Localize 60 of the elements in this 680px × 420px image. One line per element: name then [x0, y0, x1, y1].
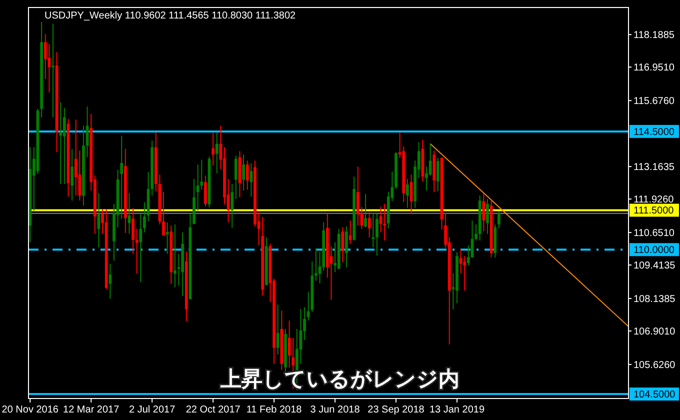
candlestick	[215, 132, 218, 174]
candlestick	[368, 212, 371, 238]
y-tick-label: 109.4135	[634, 260, 676, 272]
candlestick	[162, 192, 165, 236]
candlestick	[459, 249, 462, 274]
candlestick	[59, 102, 62, 184]
x-tick-label: 3 Jun 2018	[310, 404, 360, 416]
candlestick	[474, 224, 478, 241]
candlestick	[482, 193, 486, 232]
y-tick-label: 110.6510	[634, 228, 675, 240]
candlestick	[242, 154, 245, 192]
candlestick	[143, 202, 146, 233]
y-tick-label: 108.1385	[634, 294, 676, 305]
y-tick-label: 113.1635	[634, 162, 675, 174]
y-tick-label: 116.9510	[634, 62, 675, 74]
candlestick	[74, 119, 78, 196]
ref-line-label: 114.5000	[634, 126, 675, 138]
candlestick	[234, 155, 238, 200]
candlestick	[204, 175, 207, 208]
candlestick	[406, 178, 409, 208]
y-tick-label: 118.1885	[634, 30, 675, 42]
candlestick	[166, 222, 169, 254]
candlestick	[139, 212, 142, 283]
candlestick	[364, 193, 367, 228]
x-tick-label: 13 Jan 2019	[429, 404, 485, 416]
candlestick	[356, 166, 360, 226]
x-tick-label: 2 Jul 2017	[129, 404, 176, 416]
candlestick	[383, 203, 386, 241]
candlestick	[376, 213, 378, 256]
candlestick	[132, 207, 134, 254]
x-tick-label: 20 Nov 2016	[2, 404, 59, 416]
candlestick	[70, 148, 74, 202]
candlestick	[196, 164, 200, 211]
candlestick	[436, 157, 440, 192]
y-tick-label: 105.6260	[634, 360, 676, 371]
x-tick-label: 12 Mar 2017	[63, 404, 120, 416]
y-tick-label: 111.9260	[634, 194, 674, 206]
x-tick-label: 11 Feb 2018	[246, 404, 302, 416]
candlestick	[314, 248, 318, 282]
candlestick	[174, 224, 176, 288]
candlestick	[212, 132, 214, 166]
candlestick	[230, 183, 234, 228]
candlestick	[246, 160, 249, 190]
candlestick	[345, 226, 348, 268]
y-tick-label: 115.6760	[634, 96, 675, 108]
candlestick	[372, 212, 375, 248]
y-tick-label: 106.9010	[634, 326, 676, 338]
candlestick	[63, 107, 66, 184]
chart-title: USDJPY_Weekly 110.9602 111.4565 110.8030 111.3802	[44, 10, 296, 22]
x-tick-label: 22 Oct 2017	[186, 404, 241, 416]
candlestick	[486, 198, 489, 234]
candlestick	[276, 304, 280, 355]
ref-line-label: 104.5000	[634, 390, 676, 401]
candlestick	[341, 226, 344, 263]
ref-line-label: 110.0000	[634, 245, 675, 256]
candlestick	[108, 263, 112, 300]
candlestick	[135, 228, 138, 274]
x-tick-label: 23 Sep 2018	[368, 404, 425, 416]
ref-line-label: 111.5000	[634, 206, 674, 217]
candlestick	[497, 210, 500, 230]
